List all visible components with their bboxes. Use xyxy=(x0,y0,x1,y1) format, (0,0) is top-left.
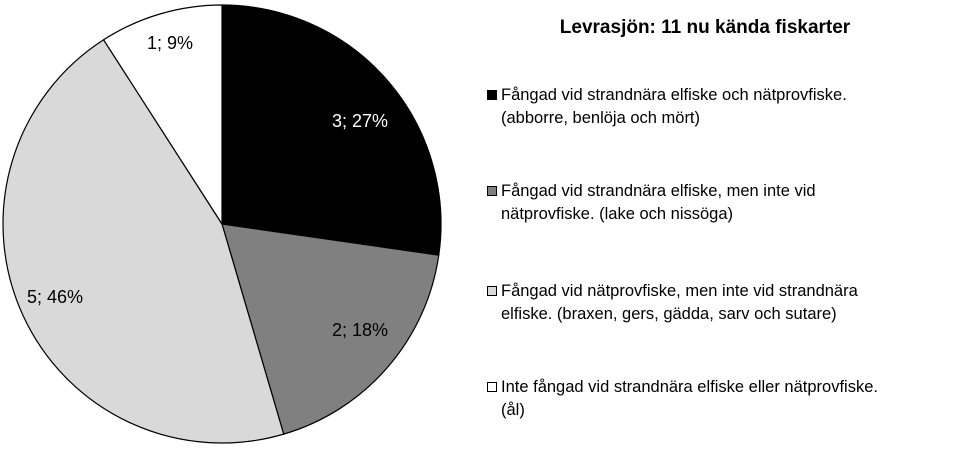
legend-entry: Fångad vid strandnära elfiske, men inte … xyxy=(487,180,952,226)
legend-label: Fångad vid nätprovfiske, men inte vid st… xyxy=(501,282,858,323)
legend-swatch xyxy=(487,186,497,196)
legend-label: Fångad vid strandnära elfiske, men inte … xyxy=(501,182,816,223)
slice-data-label: 1; 9% xyxy=(147,33,193,53)
slice-data-label: 5; 46% xyxy=(27,287,83,307)
slice-data-label: 2; 18% xyxy=(332,320,388,340)
legend-label: Fångad vid strandnära elfiske och nätpro… xyxy=(501,86,847,127)
pie-plot-area: 3; 27% 2; 18% 5; 46% 1; 9% xyxy=(2,4,442,444)
legend-swatch xyxy=(487,286,497,296)
legend-swatch xyxy=(487,90,497,100)
pie-slice xyxy=(221,4,442,256)
slice-data-label: 3; 27% xyxy=(332,111,388,131)
pie-slice xyxy=(102,4,223,227)
chart-title: Levrasjön: 11 nu kända fiskarter xyxy=(559,17,851,38)
legend-entry: Fångad vid strandnära elfiske och nätpro… xyxy=(487,84,952,130)
legend-swatch xyxy=(487,382,497,392)
pie-slice xyxy=(2,38,285,444)
legend-entry: Inte fångad vid strandnära elfiske eller… xyxy=(487,376,952,422)
legend-label: Inte fångad vid strandnära elfiske eller… xyxy=(501,378,878,419)
legend-entry: Fångad vid nätprovfiske, men inte vid st… xyxy=(487,280,952,326)
pie-slice xyxy=(221,223,440,435)
